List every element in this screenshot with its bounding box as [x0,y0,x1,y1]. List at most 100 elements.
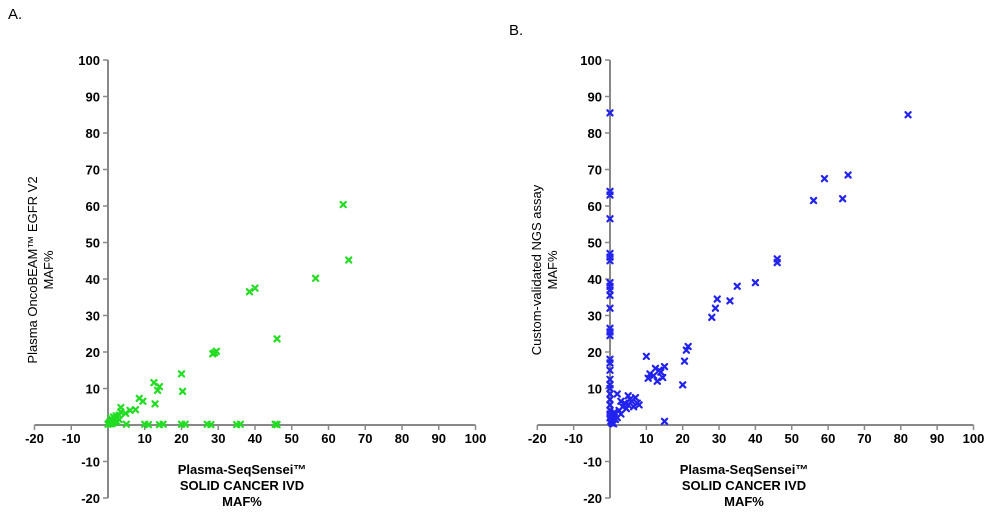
data-point [773,255,781,263]
y-tick-label: 50 [86,236,100,251]
y-tick-label: -10 [81,455,100,470]
y-axis-title-line: Plasma OncoBEAM™ EGFR V2 [25,176,40,363]
data-point [606,304,614,312]
x-tick-label: 80 [395,431,409,446]
y-tick-label: 30 [86,309,100,324]
data-point [209,350,217,358]
data-point [606,384,614,393]
data-point [904,111,912,119]
data-point [809,196,818,205]
chart-b: -20 -20 -10-10 10 10 20 20 30 30 40 40 50 50 60 60 70 70… [528,53,984,509]
data-point [606,390,614,398]
data-point [622,404,631,413]
data-point [680,357,689,365]
x-tick-label: 70 [358,431,372,446]
y-tick-label: 50 [588,236,602,251]
y-tick-label: 60 [588,199,602,214]
data-point [311,274,320,282]
x-tick-label: 20 [174,431,188,446]
data-point [207,420,215,429]
data-point [273,335,281,343]
y-tick-label: 90 [86,90,100,105]
y-tick-label: 40 [86,272,100,287]
data-point [660,417,669,426]
data-point [620,399,629,407]
x-axis-title-line: Plasma-SeqSensei™ [178,462,307,477]
x-axis-title-line: SOLID CANCER IVD [180,478,304,493]
data-point [733,282,741,290]
data-point [651,364,660,373]
data-point [117,403,125,412]
data-point [606,331,614,340]
data-point [726,297,734,305]
data-point [606,401,614,409]
y-tick-label: -20 [81,491,100,506]
y-tick-label: 10 [588,382,602,397]
x-tick-label: 30 [211,431,225,446]
panel-b-letter: B. [509,22,524,39]
x-axis-title-line: MAF% [222,494,262,509]
x-tick-label: 70 [857,431,871,446]
data-point [131,405,140,414]
chart-a: -20 -20 -10-10 10 10 20 20 30 30 40 40 50 50 60 60 70 70… [25,53,486,509]
x-tick-label: 100 [465,431,487,446]
data-point [711,304,720,312]
data-point [606,257,614,265]
data-point [150,378,158,387]
data-point [606,395,614,404]
data-point [139,397,147,405]
data-point [273,420,281,429]
y-tick-label: 40 [588,272,602,287]
data-point [617,397,625,405]
data-point [606,375,614,384]
x-tick-label: 50 [285,431,299,446]
data-point [606,359,614,367]
x-tick-label: -20 [25,431,44,446]
x-tick-label: 60 [821,431,835,446]
data-point [751,278,760,287]
data-point [844,171,852,179]
y-tick-label: 80 [588,126,602,141]
data-point [236,420,244,428]
data-point [155,382,164,391]
data-point [339,200,347,209]
y-tick-label: -10 [583,455,602,470]
x-axis-title-line: Plasma-SeqSensei™ [680,462,809,477]
data-point [159,420,167,428]
x-tick-label: 90 [930,431,944,446]
data-point [177,370,186,378]
data-point [613,390,621,398]
data-point [606,215,614,223]
x-tick-label: -20 [528,431,547,446]
data-point [151,400,159,408]
data-point [659,373,667,382]
data-point [660,362,669,371]
x-axis-title-line: MAF% [724,494,764,509]
data-point [820,174,829,183]
x-tick-label: 60 [321,431,335,446]
data-point [606,286,614,294]
x-tick-label: 90 [432,431,446,446]
x-tick-label: 80 [894,431,908,446]
data-point [708,313,716,322]
y-tick-label: 70 [86,163,100,178]
y-axis-title-line: MAF% [545,250,560,289]
data-point [606,366,614,374]
data-point [144,420,153,429]
x-tick-label: -10 [564,431,583,446]
data-point [181,420,189,428]
x-tick-label: 10 [138,431,152,446]
y-tick-label: -20 [583,491,602,506]
y-tick-label: 20 [86,345,100,360]
data-point [649,372,658,380]
y-axis-title-line: Custom-validated NGS assay [529,184,544,355]
data-point [682,346,691,354]
y-tick-label: 10 [86,382,100,397]
y-tick-label: 20 [588,345,602,360]
x-tick-label: -10 [62,431,81,446]
data-point [653,377,661,385]
x-tick-label: 30 [712,431,726,446]
data-point [178,387,187,396]
panel-a-letter: A. [8,6,23,23]
